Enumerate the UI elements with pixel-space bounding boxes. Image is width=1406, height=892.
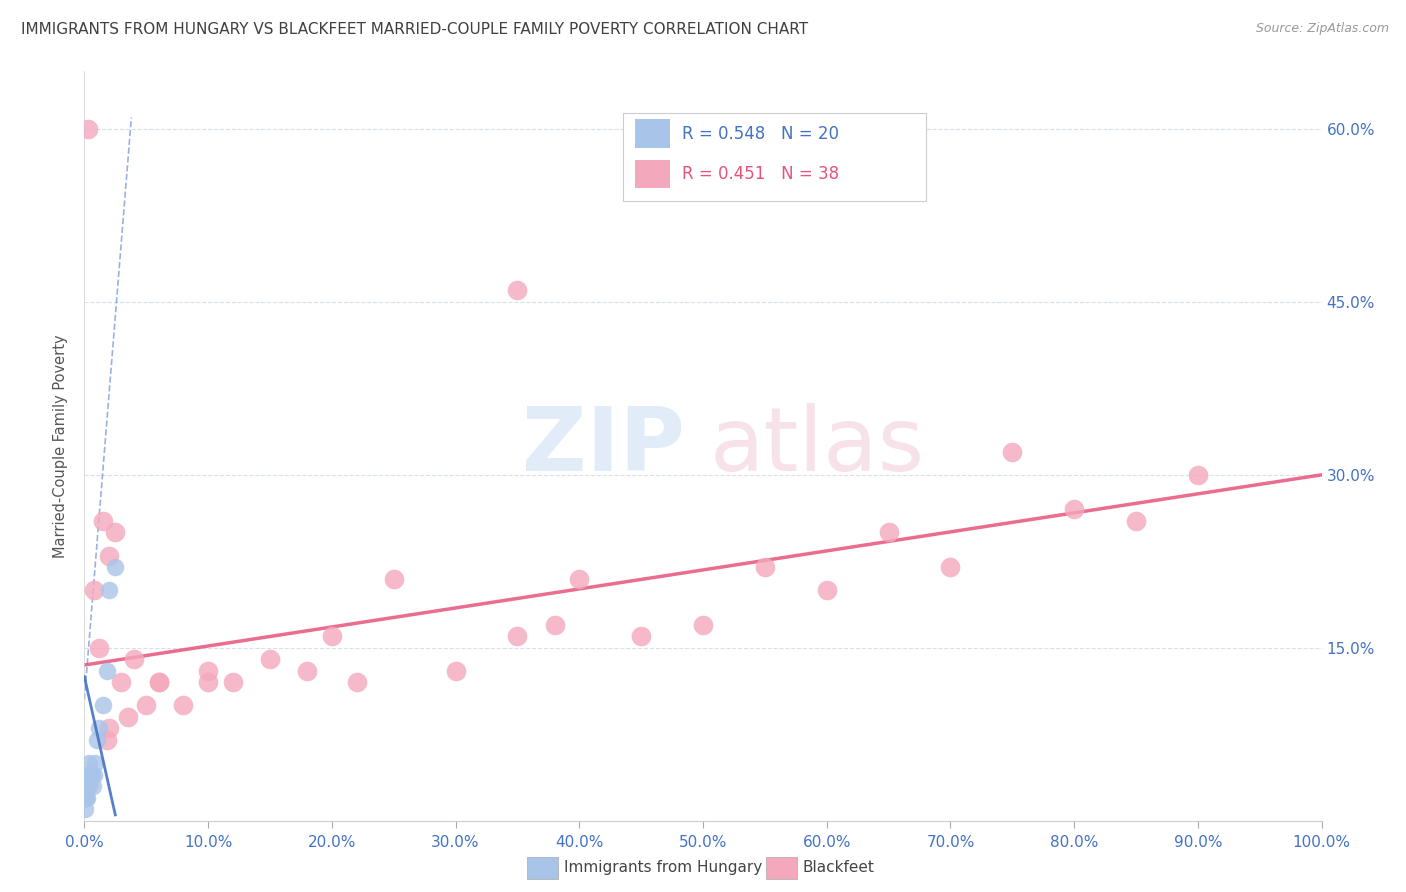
Point [692, 617, 714, 632]
Point [1063, 502, 1085, 516]
Point [506, 629, 529, 643]
Point [86, 733, 108, 747]
FancyBboxPatch shape [623, 112, 925, 201]
Y-axis label: Married-Couple Family Poverty: Married-Couple Family Poverty [53, 334, 69, 558]
Point [172, 698, 194, 713]
Point [222, 675, 245, 690]
Point [73, 802, 96, 816]
Point [80, 767, 103, 781]
Point [1125, 514, 1147, 528]
Point [148, 675, 170, 690]
Point [96, 733, 118, 747]
Bar [636, 120, 669, 148]
Point [104, 560, 127, 574]
Text: Blackfeet: Blackfeet [803, 861, 875, 875]
Text: Source: ZipAtlas.com: Source: ZipAtlas.com [1256, 22, 1389, 36]
Point [122, 652, 145, 666]
Point [543, 617, 565, 632]
Point [321, 629, 343, 643]
Point [148, 675, 170, 690]
Point [382, 572, 405, 586]
Point [84, 756, 107, 770]
Point [197, 664, 219, 678]
Point [75, 779, 97, 793]
Point [98, 583, 121, 598]
Point [89, 640, 111, 655]
Bar [636, 160, 669, 188]
Point [76, 790, 98, 805]
Point [815, 583, 838, 598]
Text: Immigrants from Hungary: Immigrants from Hungary [564, 861, 762, 875]
Point [568, 572, 591, 586]
Point [96, 664, 118, 678]
Text: R = 0.451   N = 38: R = 0.451 N = 38 [682, 165, 839, 183]
Point [83, 767, 105, 781]
Point [79, 756, 101, 770]
Point [76, 779, 98, 793]
Point [877, 525, 900, 540]
Point [98, 549, 121, 563]
Point [1001, 444, 1024, 458]
Point [83, 583, 105, 598]
Point [346, 675, 368, 690]
Point [754, 560, 776, 574]
Point [75, 790, 97, 805]
Point [89, 722, 111, 736]
Text: ZIP: ZIP [522, 402, 685, 490]
Point [110, 675, 132, 690]
Point [75, 790, 97, 805]
Text: IMMIGRANTS FROM HUNGARY VS BLACKFEET MARRIED-COUPLE FAMILY POVERTY CORRELATION C: IMMIGRANTS FROM HUNGARY VS BLACKFEET MAR… [21, 22, 808, 37]
Point [295, 664, 318, 678]
Point [77, 779, 100, 793]
Point [135, 698, 157, 713]
Text: R = 0.548   N = 20: R = 0.548 N = 20 [682, 125, 839, 143]
Point [98, 722, 121, 736]
Point [91, 698, 114, 713]
Point [444, 664, 467, 678]
Text: atlas: atlas [709, 402, 924, 490]
Point [77, 122, 100, 136]
Point [630, 629, 652, 643]
Point [117, 710, 139, 724]
Point [79, 767, 101, 781]
Point [259, 652, 281, 666]
Point [506, 284, 529, 298]
Point [91, 514, 114, 528]
Point [104, 525, 127, 540]
Point [939, 560, 962, 574]
Point [82, 779, 104, 793]
Point [197, 675, 219, 690]
Point [1187, 467, 1209, 482]
Point [77, 767, 100, 781]
